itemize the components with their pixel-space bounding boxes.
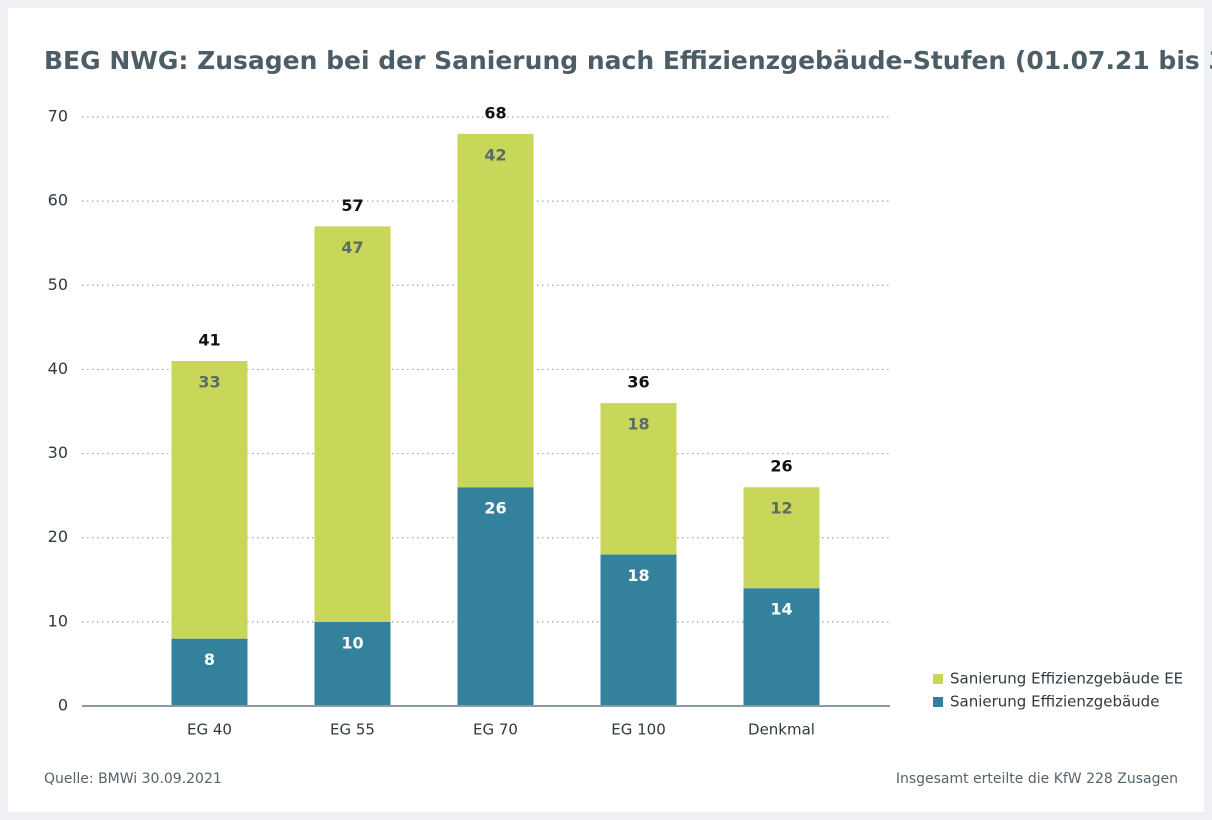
segment-label: 42: [484, 145, 506, 164]
source: Quelle: BMWi 30.09.2021: [44, 771, 222, 787]
bar-segment: [743, 487, 820, 589]
bar-segment: [600, 554, 677, 706]
x-tick-label: EG 100: [611, 721, 666, 739]
segment-label: 18: [627, 415, 649, 434]
x-tick-label: Denkmal: [748, 721, 815, 739]
legend-swatch: [933, 674, 943, 684]
bar-segment: [314, 226, 391, 622]
bar-segment: [600, 403, 677, 555]
bar-segment: [171, 361, 248, 639]
total-label: 41: [198, 331, 220, 350]
total-label: 26: [770, 457, 792, 476]
segment-label: 10: [341, 633, 363, 652]
y-tick-label: 50: [48, 275, 68, 294]
x-tick-label: EG 70: [473, 721, 518, 739]
total-label: 57: [341, 196, 363, 215]
legend-label: Sanierung Effizienzgebäude EE: [950, 670, 1183, 688]
chart-title: BEG NWG: Zusagen bei der Sanierung nach …: [44, 46, 1212, 75]
segment-label: 12: [770, 499, 792, 518]
y-tick-label: 0: [58, 696, 68, 715]
bar-segment: [314, 621, 391, 706]
segment-label: 33: [198, 373, 220, 392]
bar-segment: [457, 133, 534, 488]
note: Insgesamt erteilte die KfW 228 Zusagen: [896, 771, 1178, 787]
legend-label: Sanierung Effizienzgebäude: [950, 693, 1159, 711]
bar-segment: [743, 588, 820, 706]
x-tick-label: EG 40: [187, 721, 232, 739]
bar-segment: [457, 487, 534, 706]
total-label: 36: [627, 373, 649, 392]
y-tick-label: 40: [48, 359, 68, 378]
x-tick-label: EG 55: [330, 721, 375, 739]
segment-label: 18: [627, 566, 649, 585]
y-tick-label: 30: [48, 443, 68, 462]
total-label: 68: [484, 103, 506, 122]
legend-swatch: [933, 697, 943, 707]
y-tick-label: 70: [48, 107, 68, 126]
y-tick-label: 10: [48, 611, 68, 630]
segment-label: 47: [341, 238, 363, 257]
segment-label: 14: [770, 600, 792, 619]
y-tick-label: 20: [48, 527, 68, 546]
y-tick-label: 60: [48, 191, 68, 210]
segment-label: 8: [204, 650, 215, 669]
segment-label: 26: [484, 499, 506, 518]
bar-segment: [171, 638, 248, 706]
